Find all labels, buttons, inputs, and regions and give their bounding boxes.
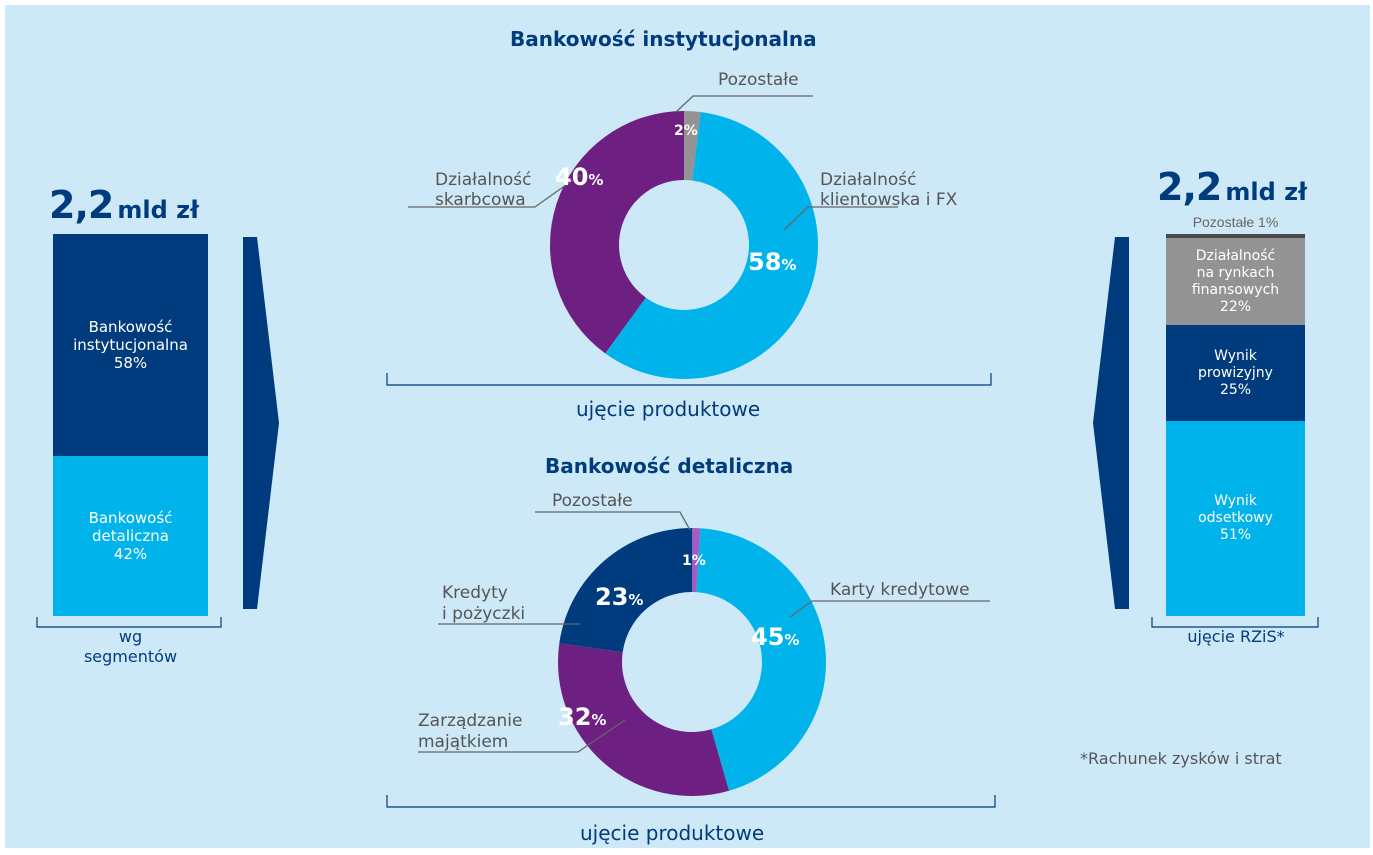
right-bracket xyxy=(1151,617,1319,628)
slice-pct-other: 1% xyxy=(682,553,706,569)
slice-pct-other: 2% xyxy=(674,123,698,139)
segment-label-line: Wynik xyxy=(1214,493,1257,509)
segment-label-line: Działalność xyxy=(1195,247,1276,264)
slice-pct-treasury: 40% xyxy=(555,163,603,191)
donut-slice-1 xyxy=(696,528,826,791)
segment-label-line: 58% xyxy=(113,354,148,372)
slice-label-loans-line2: i pożyczki xyxy=(442,604,525,624)
leader-line-treasury xyxy=(408,174,581,208)
segment-label-line: Bankowość xyxy=(88,318,173,336)
segment-bar-institutional: Bankowość instytucjonalna 58% xyxy=(53,234,208,456)
left-total-number: 2,2 xyxy=(49,183,114,227)
donut-slice-0 xyxy=(684,111,701,181)
footnote: *Rachunek zysków i strat xyxy=(1080,749,1282,768)
pct-number: 58 xyxy=(748,248,781,276)
segment-label-line: odsetkowy xyxy=(1198,510,1273,526)
chart-title-institutional: Bankowość instytucjonalna xyxy=(510,27,817,51)
stack-segment-financial-markets: Działalność na rynkach finansowych 22% xyxy=(1166,238,1305,325)
donut-slice-2 xyxy=(558,643,730,796)
chart-title-retail: Bankowość detaliczna xyxy=(545,454,794,478)
stack-segment-interest: Wynik odsetkowy 51% xyxy=(1166,421,1305,616)
donut-slices xyxy=(558,528,826,796)
slice-label-other: Pozostałe xyxy=(552,491,633,511)
infographic-canvas: 2,2 mld zł Bankowość instytucjonalna 58% … xyxy=(5,5,1370,848)
slice-label-other: Pozostałe xyxy=(718,70,799,90)
slice-label-wealth-line1: Zarządzanie xyxy=(418,711,522,731)
right-total-number: 2,2 xyxy=(1157,165,1222,209)
segment-label-line: 42% xyxy=(113,545,148,563)
segment-bar-retail: Bankowość detaliczna 42% xyxy=(53,456,208,616)
stack-segment-other xyxy=(1166,234,1305,238)
donut-slices xyxy=(550,111,818,380)
pct-sign: % xyxy=(588,171,603,189)
segment-label-line: Wynik xyxy=(1214,347,1257,364)
right-bracket-label: ujęcie RZiS* xyxy=(1187,627,1285,646)
donut-slice-2 xyxy=(550,111,684,354)
segment-label-line: finansowych xyxy=(1191,281,1280,298)
right-arrow xyxy=(1093,237,1129,609)
segment-label-line: 22% xyxy=(1219,298,1252,315)
left-bracket-label: wg segmentów xyxy=(53,627,208,667)
stack-segment-commission: Wynik prowizyjny 25% xyxy=(1166,325,1305,421)
pct-number: 40 xyxy=(555,163,588,191)
donut-slice-0 xyxy=(692,528,701,593)
pct-number: 32 xyxy=(558,703,591,731)
donut-chart-institutional: Pozostałe Działalność klientowska i FX D… xyxy=(386,70,992,386)
bracket-institutional xyxy=(386,373,992,386)
bracket-label-line: wg xyxy=(118,627,143,646)
segment-label-line: detaliczna xyxy=(92,527,169,545)
donut-chart-retail: Pozostałe Karty kredytowe Kredyty i poży… xyxy=(386,491,996,808)
segment-label-line: 25% xyxy=(1219,381,1252,398)
subtitle-institutional: ujęcie produktowe xyxy=(576,397,761,421)
left-total: 2,2 mld zł xyxy=(49,183,199,227)
segment-label-line: 51% xyxy=(1219,527,1252,543)
segment-label-line: prowizyjny xyxy=(1198,364,1273,381)
left-arrow xyxy=(243,237,279,609)
slice-label-treasury-line1: Działalność xyxy=(435,170,532,190)
donut-slice-1 xyxy=(605,112,818,380)
pct-number: 23 xyxy=(595,583,628,611)
slice-label-loans-line1: Kredyty xyxy=(442,583,508,603)
leader-line-client xyxy=(783,206,898,231)
slice-label-client-line2: klientowska i FX xyxy=(820,190,958,210)
donut-slice-3 xyxy=(559,528,692,653)
segment-label-line: Bankowość xyxy=(88,509,173,527)
subtitle-retail: ujęcie produktowe xyxy=(580,821,765,845)
leader-line-cards xyxy=(789,600,990,618)
leader-line-wealth xyxy=(418,719,626,753)
slice-label-cards: Karty kredytowe xyxy=(830,580,970,600)
left-bracket xyxy=(36,617,222,628)
right-top-label: Pozostałe 1% xyxy=(1192,214,1279,230)
leader-line-other xyxy=(675,95,813,113)
segment-label-line: na rynkach xyxy=(1196,264,1275,281)
segment-label-line: instytucjonalna xyxy=(73,336,188,354)
right-total-unit: mld zł xyxy=(1225,178,1307,206)
right-total: 2,2 mld zł xyxy=(1157,165,1307,209)
leader-line-other xyxy=(535,511,691,531)
pct-sign: % xyxy=(784,631,799,649)
bracket-label-line: segmentów xyxy=(83,647,178,666)
slice-label-wealth-line2: majątkiem xyxy=(418,732,508,752)
left-total-unit: mld zł xyxy=(117,196,199,224)
pct-number: 45 xyxy=(751,623,784,651)
pct-sign: % xyxy=(591,711,606,729)
slice-label-client-line1: Działalność xyxy=(820,170,917,190)
pct-sign: % xyxy=(628,591,643,609)
slice-pct-wealth: 32% xyxy=(558,703,606,731)
bracket-retail xyxy=(386,795,996,808)
slice-pct-loans: 23% xyxy=(595,583,643,611)
slice-pct-client: 58% xyxy=(748,248,796,276)
slice-pct-cards: 45% xyxy=(751,623,799,651)
pct-sign: % xyxy=(781,256,796,274)
slice-label-treasury-line2: skarbcowa xyxy=(435,190,526,210)
